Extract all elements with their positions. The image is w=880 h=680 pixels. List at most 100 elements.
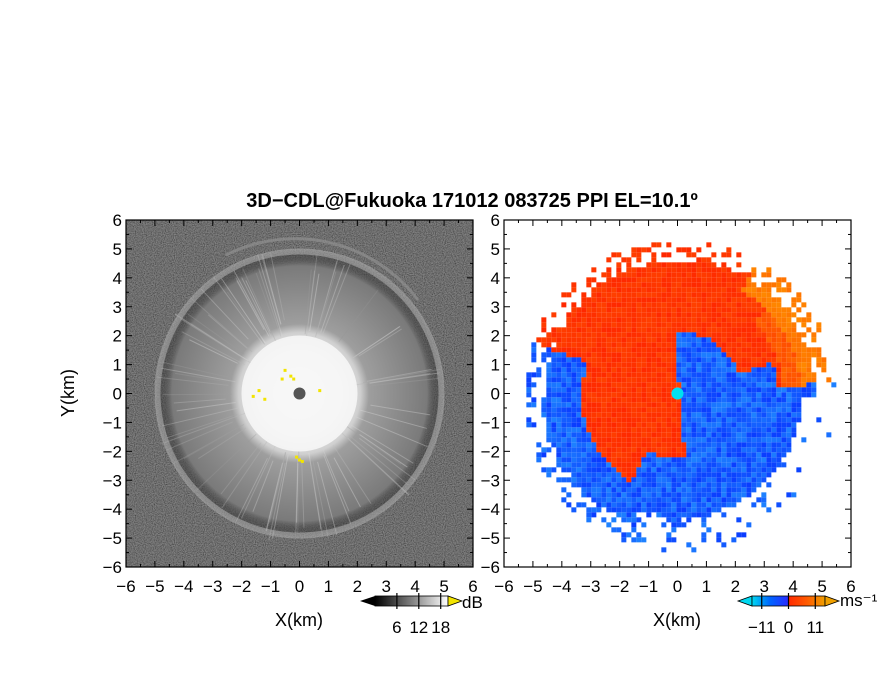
velocity-cell	[741, 317, 747, 323]
velocity-cell	[601, 282, 607, 288]
streak	[315, 261, 338, 338]
streak	[338, 289, 379, 343]
velocity-cell	[716, 437, 722, 443]
velocity-cell	[551, 337, 557, 343]
velocity-cell	[621, 337, 627, 343]
velocity-cell	[726, 332, 732, 338]
velocity-cell	[676, 352, 682, 358]
velocity-cell	[616, 342, 622, 348]
velocity-cell	[666, 507, 672, 513]
velocity-cell	[796, 377, 802, 383]
velocity-cell	[766, 267, 772, 273]
velocity-cell	[711, 297, 717, 303]
streak	[255, 272, 277, 330]
velocity-cell	[626, 297, 632, 303]
velocity-cell	[636, 457, 642, 463]
velocity-cell	[781, 287, 787, 293]
velocity-cell	[656, 392, 662, 398]
velocity-cell	[621, 442, 627, 448]
velocity-cell	[686, 307, 692, 313]
velocity-cell	[631, 347, 637, 353]
velocity-cell	[651, 307, 657, 313]
velocity-cell	[606, 302, 612, 308]
velocity-cell	[716, 302, 722, 308]
velocity-cell	[606, 367, 612, 373]
velocity-cell	[686, 352, 692, 358]
velocity-cell	[661, 422, 667, 428]
velocity-cell	[671, 292, 677, 298]
velocity-cell	[756, 312, 762, 318]
velocity-cell	[591, 292, 597, 298]
velocity-cell	[606, 487, 612, 493]
velocity-cell	[686, 277, 692, 283]
velocity-cell	[681, 352, 687, 358]
velocity-cell	[701, 332, 707, 338]
streak	[233, 270, 270, 337]
velocity-cell	[696, 427, 702, 433]
velocity-cell	[751, 302, 757, 308]
velocity-cell	[571, 317, 577, 323]
velocity-cell	[711, 422, 717, 428]
velocity-cell	[586, 402, 592, 408]
velocity-cell	[566, 337, 572, 343]
velocity-cell	[691, 457, 697, 463]
streak	[317, 461, 338, 535]
velocity-cell	[551, 352, 557, 358]
velocity-cell	[761, 332, 767, 338]
velocity-cell	[671, 357, 677, 363]
velocity-cell	[661, 297, 667, 303]
velocity-cell	[631, 517, 637, 523]
velocity-cell	[581, 307, 587, 313]
velocity-cell	[566, 387, 572, 393]
velocity-cell	[606, 462, 612, 468]
velocity-cell	[661, 252, 667, 258]
velocity-cell	[676, 477, 682, 483]
velocity-cell	[671, 297, 677, 303]
velocity-cell	[581, 317, 587, 323]
velocity-cell	[711, 462, 717, 468]
velocity-cell	[766, 482, 772, 488]
y-tick-label: −4	[481, 500, 500, 519]
velocity-cell	[736, 307, 742, 313]
velocity-cell	[716, 352, 722, 358]
velocity-cell	[646, 437, 652, 443]
velocity-cell	[651, 362, 657, 368]
velocity-cell	[586, 352, 592, 358]
velocity-cell	[656, 322, 662, 328]
velocity-cell	[576, 462, 582, 468]
velocity-cell	[546, 337, 552, 343]
velocity-cell	[626, 377, 632, 383]
velocity-cell	[666, 382, 672, 388]
velocity-cell	[646, 272, 652, 278]
velocity-cell	[751, 287, 757, 293]
velocity-cell	[606, 437, 612, 443]
velocity-cell	[621, 312, 627, 318]
velocity-cell	[681, 337, 687, 343]
right-x-tick-labels: −6 −5 −4 −3 −2 −1 0 1 2 3 4 5 6	[494, 577, 855, 596]
velocity-cell	[781, 307, 787, 313]
velocity-cell	[611, 477, 617, 483]
velocity-cell	[621, 392, 627, 398]
velocity-cell	[781, 317, 787, 323]
velocity-cell	[626, 347, 632, 353]
velocity-cell	[596, 507, 602, 513]
velocity-cell	[611, 412, 617, 418]
velocity-cell	[601, 502, 607, 508]
velocity-cell	[736, 332, 742, 338]
streak	[271, 454, 289, 539]
velocity-cell	[726, 487, 732, 493]
velocity-cell	[766, 347, 772, 353]
streak	[309, 273, 320, 331]
velocity-cell	[776, 377, 782, 383]
velocity-cell	[561, 387, 567, 393]
velocity-cell	[716, 292, 722, 298]
velocity-cell	[586, 397, 592, 403]
velocity-cell	[721, 402, 727, 408]
velocity-cell	[666, 312, 672, 318]
velocity-cell	[681, 417, 687, 423]
velocity-cell	[641, 332, 647, 338]
velocity-cell	[761, 337, 767, 343]
velocity-cell	[736, 497, 742, 503]
velocity-cell	[701, 412, 707, 418]
velocity-cell	[616, 282, 622, 288]
